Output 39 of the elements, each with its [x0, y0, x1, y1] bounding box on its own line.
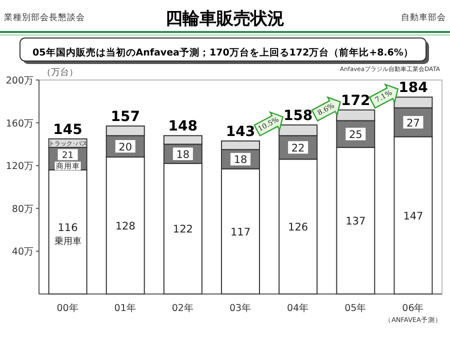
data-label: 18: [176, 148, 190, 161]
total-label: 145: [53, 122, 82, 138]
data-label: 22: [291, 142, 305, 154]
data-label: 117: [230, 226, 251, 238]
x-tick-label: 03年: [229, 302, 252, 314]
x-tick-label: 04年: [287, 302, 310, 314]
total-label: 158: [283, 108, 313, 124]
chart-title: 四輪車販売状況: [166, 9, 284, 29]
y-tick-label: 200万: [6, 76, 34, 86]
y-tick-label: 160万: [6, 118, 34, 130]
total-label: 172: [341, 92, 370, 109]
total-label: 143: [226, 124, 256, 140]
x-tick-label: 02年: [172, 302, 194, 314]
y-axis-title: （万台）: [42, 67, 78, 78]
data-label: 27: [406, 117, 420, 130]
total-label: 184: [398, 80, 428, 96]
text: 自動車部会: [401, 12, 446, 23]
data-label: 21: [62, 151, 74, 162]
chart-subtitle: 05年国内販売は当初のAnfavea予測；170万台を上回る172万台（前年比+8.6%）: [32, 46, 414, 59]
y-tick-label: 120万: [6, 161, 34, 172]
data-label: 137: [346, 216, 366, 228]
total-label: 157: [110, 109, 140, 126]
data-label: 147: [403, 210, 424, 222]
series-label: 乗用車: [54, 236, 82, 247]
data-label: 128: [115, 220, 136, 233]
y-tick-label: 40万: [12, 246, 34, 258]
x-tick-label: 01年: [114, 302, 136, 314]
data-label: 122: [172, 224, 193, 236]
x-tick-label: 00年: [56, 302, 79, 314]
data-label: 116: [58, 222, 78, 234]
x-tick-label: 06年: [402, 302, 424, 314]
text: 業種別部会長懇談会: [4, 12, 85, 23]
x-tick-label: 05年: [344, 302, 367, 314]
y-tick-label: 80万: [12, 204, 34, 215]
data-label: 20: [118, 141, 132, 154]
data-label: 18: [234, 154, 248, 166]
data-label: 25: [348, 129, 362, 142]
data-label: 126: [288, 222, 308, 234]
total-label: 148: [168, 118, 198, 135]
